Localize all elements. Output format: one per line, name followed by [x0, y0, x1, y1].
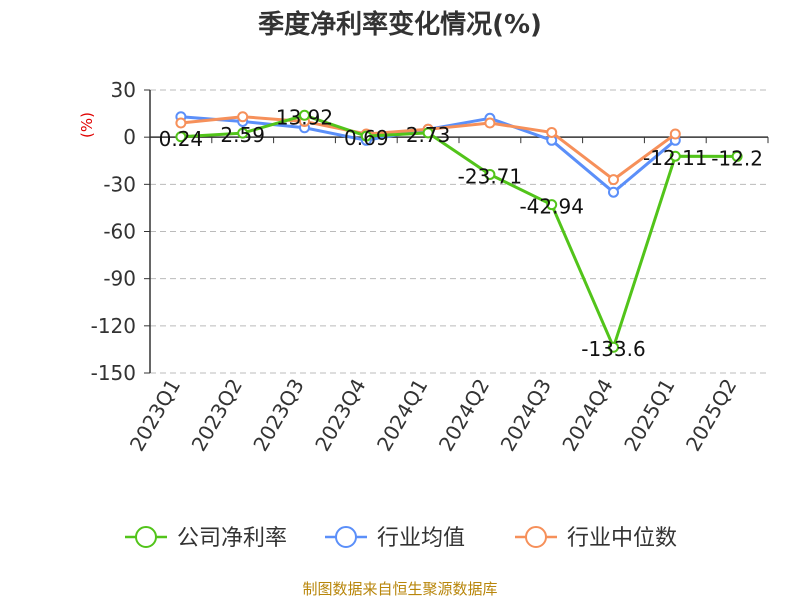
data-label: 0.24	[159, 127, 204, 151]
data-label: 0.69	[344, 126, 389, 150]
data-point	[484, 117, 496, 129]
data-point	[299, 109, 310, 121]
data-label: -133.6	[581, 337, 645, 361]
legend-swatch-marker	[335, 526, 357, 548]
x-tick-labels: 2023Q1 2023Q2 2023Q3 2023Q4 2024Q1 2024Q2 2024…	[125, 375, 742, 456]
x-tick-label: 2025Q1	[619, 375, 679, 456]
data-point	[237, 127, 249, 139]
series-lines	[175, 109, 743, 353]
legend-label: 行业均值	[377, 526, 465, 551]
y-tick-label: -120	[91, 314, 136, 338]
data-point	[608, 174, 619, 186]
x-tick-label: 2024Q4	[557, 375, 617, 456]
data-point	[546, 199, 558, 211]
legend-swatch-marker	[135, 526, 157, 548]
x-tick-label: 2023Q2	[187, 375, 247, 456]
y-tick-label: -150	[91, 361, 136, 385]
x-tick-label: 2023Q4	[310, 375, 370, 456]
x-tick-label: 2023Q1	[125, 375, 185, 456]
chart-title: 季度净利率变化情况(%)	[258, 9, 542, 40]
data-point	[422, 127, 434, 139]
data-label: 2.73	[406, 123, 451, 147]
y-tick-label: -30	[103, 172, 136, 196]
series-line	[180, 113, 738, 349]
axes	[144, 89, 769, 374]
data-point	[731, 150, 743, 162]
x-tick-label: 2024Q2	[434, 375, 494, 456]
data-label: -12.11	[643, 146, 707, 170]
data-labels: 0.24 2.59 13.92 0.69 2.73 -23.71 -42.94 -133.6 -…	[159, 105, 763, 361]
source-note: 制图数据来自恒生聚源数据库	[302, 580, 497, 598]
data-label: -12.2	[711, 146, 763, 170]
data-point	[237, 111, 249, 123]
data-point	[360, 130, 372, 142]
data-point	[669, 128, 681, 140]
y-tick-label: 0	[123, 125, 136, 149]
data-point	[484, 168, 496, 180]
data-label: 13.92	[276, 105, 333, 129]
data-point	[546, 126, 558, 138]
x-tick-label: 2025Q2	[681, 375, 741, 456]
x-tick-label: 2023Q3	[248, 375, 308, 456]
legend-swatch-marker	[525, 526, 547, 548]
data-point	[608, 186, 619, 198]
legend-label: 行业中位数	[567, 526, 677, 551]
y-tick-label: 30	[111, 78, 136, 102]
legend: 公司净利率 行业均值 行业中位数	[125, 526, 677, 551]
data-point	[608, 341, 619, 353]
data-point	[669, 150, 681, 162]
data-label: -23.71	[458, 164, 522, 188]
legend-label: 公司净利率	[177, 526, 287, 551]
x-tick-label: 2024Q1	[372, 375, 432, 456]
y-tick-label: -90	[103, 267, 136, 291]
y-tick-labels: 30 0 -30 -60 -90 -120 -150	[91, 78, 136, 385]
y-axis-label: (%)	[78, 112, 96, 138]
x-tick-label: 2024Q3	[496, 375, 556, 456]
data-label: 2.59	[220, 123, 265, 147]
data-point	[175, 117, 187, 129]
data-point	[175, 131, 187, 143]
data-label: -42.94	[519, 195, 583, 219]
y-tick-label: -60	[103, 220, 136, 244]
